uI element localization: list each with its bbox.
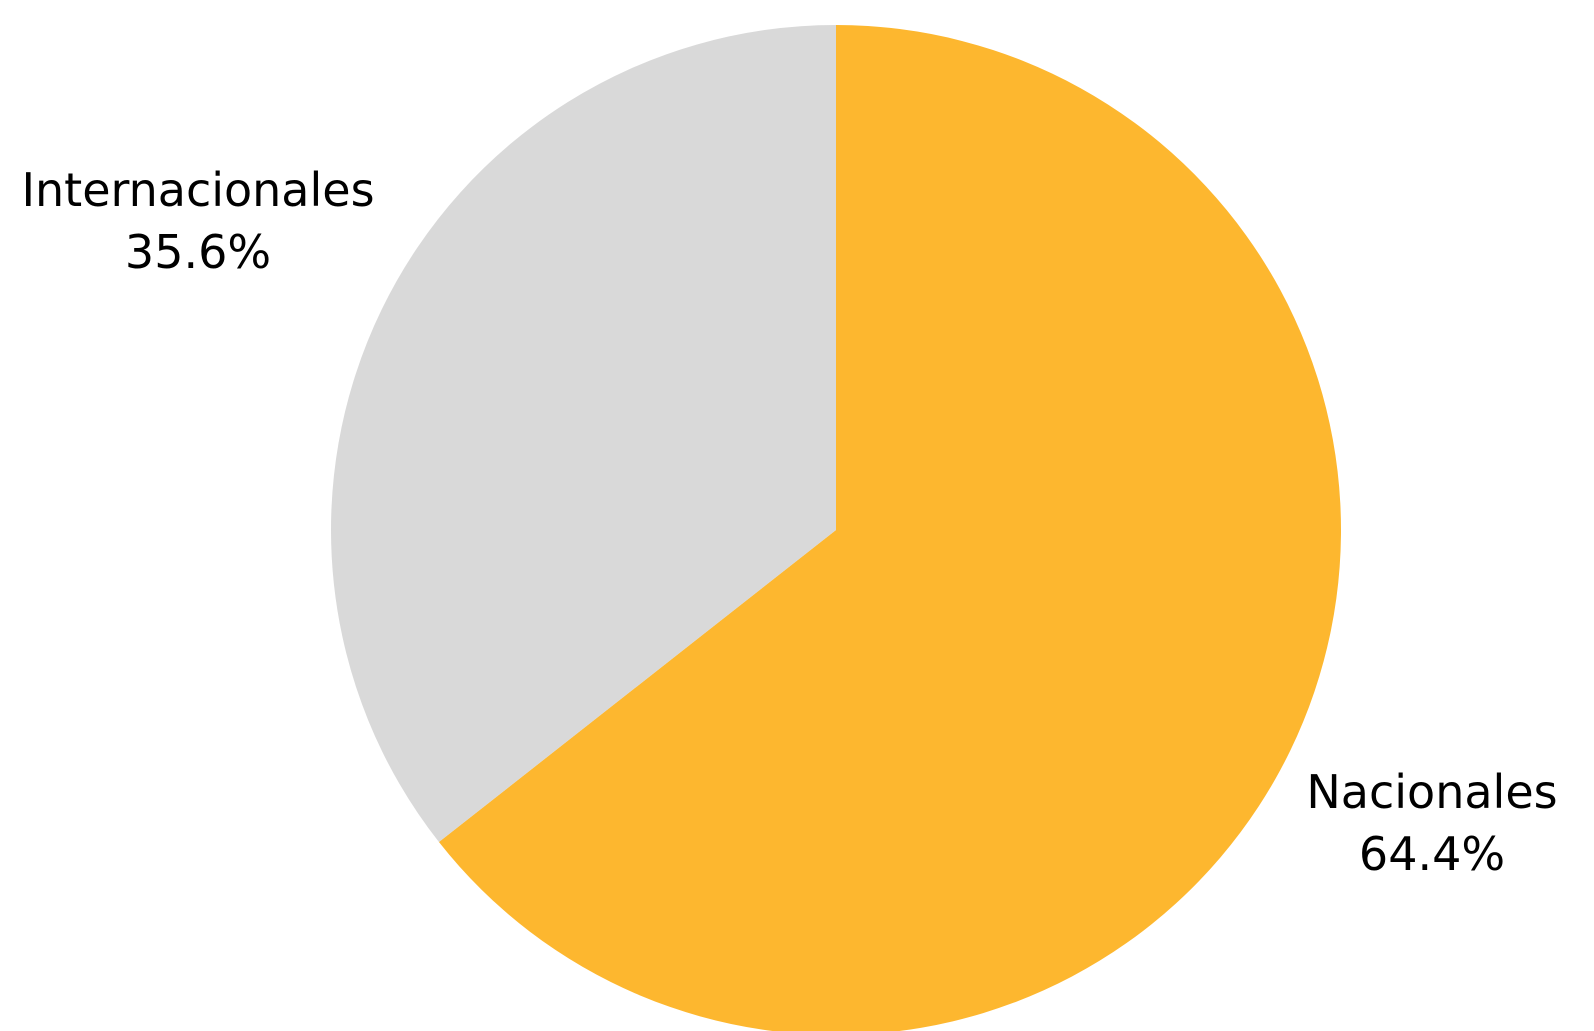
slice-value-nacionales: 64.4% [1359, 827, 1505, 881]
slice-label-internacionales: Internacionales [21, 163, 374, 217]
slice-label-nacionales: Nacionales [1306, 765, 1557, 819]
pie-slice-internacionales [331, 25, 836, 843]
slice-value-internacionales: 35.6% [125, 225, 271, 279]
pie-labels: Nacionales 64.4% Internacionales 35.6% [21, 163, 1557, 881]
pie-slice-nacionales [438, 25, 1341, 1031]
pie-slices [331, 25, 1341, 1031]
